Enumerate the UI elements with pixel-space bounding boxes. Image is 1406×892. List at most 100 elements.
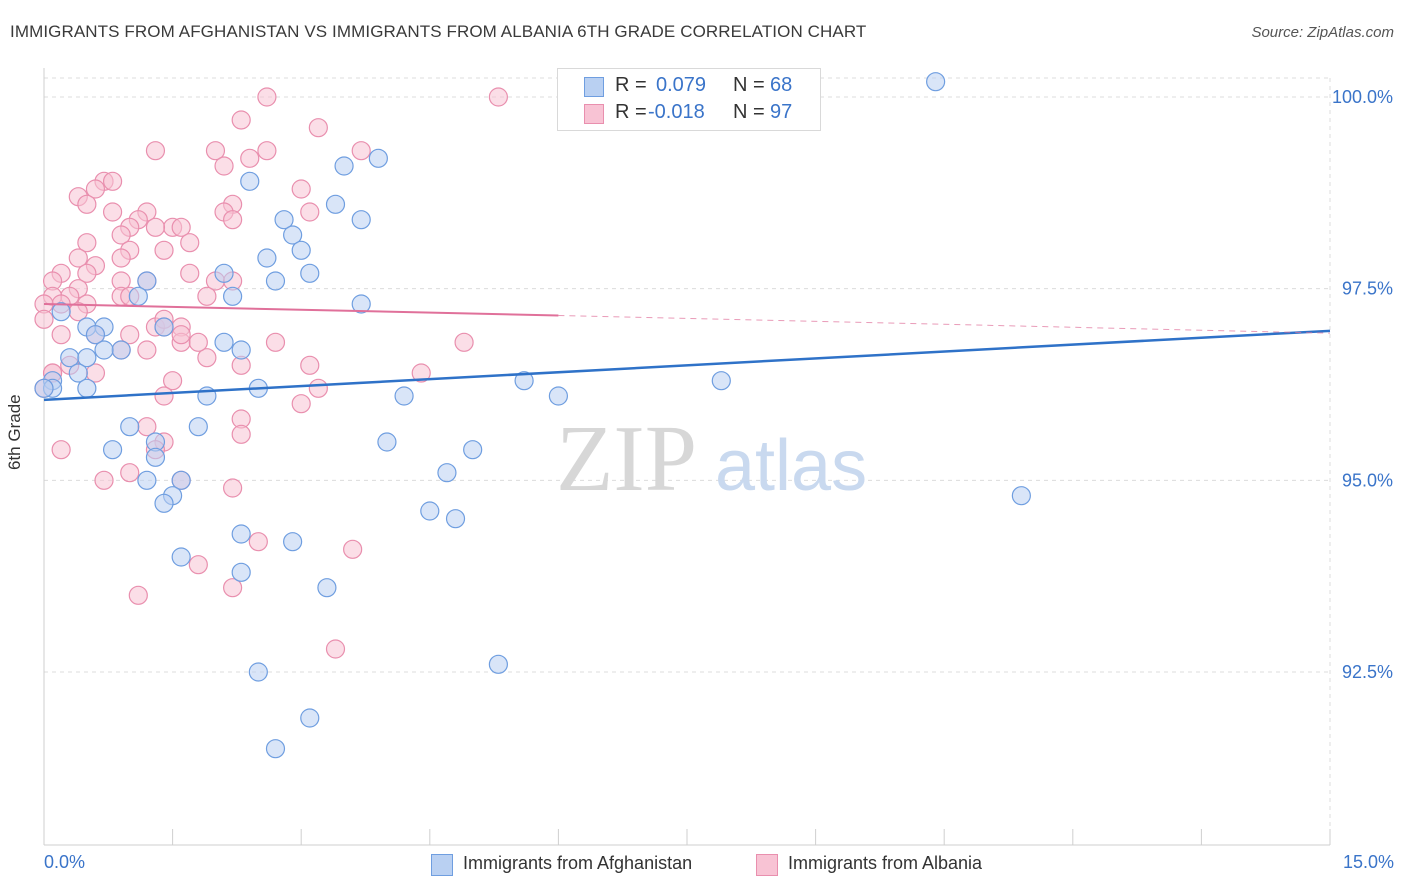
y-tick-label: 97.5%: [1342, 279, 1393, 299]
afghanistan-point: [137, 470, 157, 490]
albania-point: [77, 233, 97, 253]
afghanistan-point: [223, 286, 243, 306]
afghanistan-point: [514, 371, 534, 391]
albania-point: [137, 340, 157, 360]
source-label: Source: ZipAtlas.com: [1251, 24, 1394, 41]
trend-lines: [43, 303, 1331, 402]
albania-point: [77, 194, 97, 214]
albania-point: [257, 87, 277, 107]
afghanistan-point: [291, 240, 311, 260]
afghanistan-point: [420, 501, 440, 521]
afghanistan-point: [111, 340, 131, 360]
afghanistan-point: [265, 739, 286, 759]
afghanistan-point: [445, 509, 466, 529]
r-label: R =: [615, 101, 647, 123]
afghanistan-point: [1011, 486, 1031, 506]
afghanistan-point: [102, 440, 123, 460]
afghanistan-point: [463, 440, 483, 460]
r-value: -0.018: [648, 101, 705, 123]
afghanistan-point: [351, 210, 371, 230]
albania-point: [351, 141, 371, 161]
afghanistan-point: [94, 340, 114, 360]
afghanistan-point: [145, 447, 166, 467]
afghanistan-point: [231, 340, 251, 360]
correlation-legend: R = 0.079 N = 68 R = -0.018 N = 97: [557, 68, 821, 131]
albania-point: [291, 179, 311, 199]
albania-point: [171, 217, 191, 237]
y-tick-labels: 100.0% 97.5% 95.0% 92.5%: [1332, 87, 1393, 682]
albania-point: [68, 248, 88, 268]
albania-point: [111, 225, 131, 245]
albania-point: [197, 348, 217, 368]
albania-point: [454, 332, 474, 352]
albania-point: [188, 555, 208, 575]
albania-swatch: [584, 104, 604, 124]
afghanistan-point: [265, 271, 286, 291]
albania-point: [300, 355, 320, 375]
albania-point: [128, 585, 148, 605]
n-value: 68: [770, 74, 793, 96]
afghanistan-point: [283, 532, 303, 552]
afghanistan-point: [154, 317, 174, 337]
chart-title: IMMIGRANTS FROM AFGHANISTAN VS IMMIGRANT…: [10, 22, 867, 41]
albania-point: [51, 325, 71, 345]
albania-point: [257, 141, 277, 161]
afghanistan-point: [137, 271, 157, 291]
afghanistan-point: [214, 263, 234, 283]
albania-point: [111, 248, 131, 268]
albania-point: [223, 478, 243, 498]
series-legend: Immigrants from Afghanistan Immigrants f…: [0, 852, 1406, 878]
watermark-zip: ZIP: [556, 407, 697, 511]
n-value: 97: [770, 101, 793, 123]
afghanistan-point: [154, 493, 174, 513]
afghanistan-point: [377, 432, 397, 452]
y-tick-label: 92.5%: [1342, 662, 1393, 682]
n-label: N =: [733, 74, 765, 96]
albania-point: [308, 118, 328, 138]
x-tick-min: 0.0%: [44, 852, 86, 872]
afghanistan-point: [214, 332, 234, 352]
afghanistan-point: [51, 302, 71, 322]
afghanistan-point: [437, 463, 457, 483]
afghanistan-point: [334, 156, 354, 176]
albania-point: [154, 240, 174, 260]
afghanistan-point: [231, 562, 251, 582]
afghanistan-point: [77, 378, 97, 398]
albania-point: [51, 440, 71, 460]
albania-points: [34, 87, 508, 659]
afghanistan-trend-line: [43, 329, 1331, 402]
afghanistan-point: [926, 72, 946, 92]
albania-point: [205, 141, 226, 161]
afghanistan-point: [77, 348, 97, 368]
afghanistan-points: [34, 72, 1031, 759]
albania-point: [180, 233, 200, 253]
albania-point: [325, 639, 346, 659]
afghanistan-point: [317, 578, 337, 598]
albania-point: [120, 463, 140, 483]
albania-point: [34, 309, 54, 329]
axes: [43, 68, 1331, 846]
afghanistan-point: [128, 286, 148, 306]
albania-point: [102, 202, 123, 222]
albania-point: [120, 325, 140, 345]
albania-legend-label: Immigrants from Albania: [788, 853, 983, 873]
albania-point: [163, 371, 183, 391]
albania-point: [94, 470, 114, 490]
afghanistan-point: [711, 371, 731, 391]
y-tick-label: 100.0%: [1332, 87, 1393, 107]
albania-point: [223, 210, 243, 230]
afghanistan-point: [171, 547, 191, 567]
afghanistan-point: [257, 248, 277, 268]
albania-trend-extension: [558, 315, 1331, 334]
albania-point: [291, 394, 311, 414]
albania-point: [180, 263, 200, 283]
afghanistan-legend-swatch: [431, 854, 453, 876]
albania-point: [85, 179, 106, 199]
y-tick-label: 95.0%: [1342, 470, 1393, 490]
n-label: N =: [733, 101, 765, 123]
albania-point: [102, 171, 123, 191]
albania-point: [248, 532, 268, 552]
legend-row-albania: R = -0.018 N = 97: [558, 101, 820, 127]
afghanistan-point: [300, 263, 320, 283]
